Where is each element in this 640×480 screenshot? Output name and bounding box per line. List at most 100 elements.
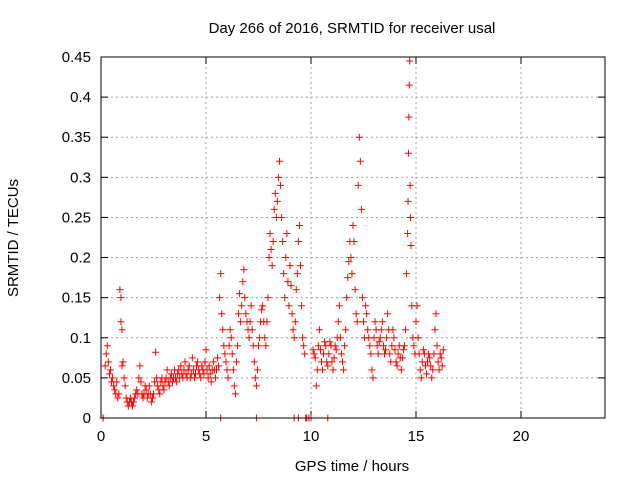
data-point (145, 382, 153, 390)
data-point (290, 334, 298, 342)
data-point (278, 213, 286, 221)
data-point (410, 342, 418, 350)
data-point (118, 326, 126, 334)
data-point (367, 350, 375, 358)
data-point (190, 374, 198, 382)
data-point (230, 382, 238, 390)
data-point (424, 358, 432, 366)
data-point (245, 334, 253, 342)
data-point (109, 374, 117, 382)
data-point (200, 370, 208, 378)
data-point (240, 266, 248, 274)
data-point (265, 254, 273, 262)
data-point (119, 358, 127, 366)
data-point (224, 374, 232, 382)
data-point (319, 366, 327, 374)
data-point (241, 294, 249, 302)
x-tick-label: 10 (303, 428, 320, 445)
data-point (316, 346, 324, 354)
data-point (393, 362, 401, 370)
data-point (133, 386, 141, 394)
x-tick-label: 5 (202, 428, 210, 445)
data-point (117, 318, 125, 326)
data-point (222, 358, 230, 366)
data-point (325, 350, 333, 358)
data-point (386, 350, 394, 358)
data-point (404, 197, 412, 205)
data-point (332, 346, 340, 354)
data-point (341, 342, 349, 350)
y-tick-label: 0.05 (62, 370, 91, 387)
data-point (435, 366, 443, 374)
data-point (331, 342, 339, 350)
data-point (376, 334, 384, 342)
data-point (270, 205, 278, 213)
x-tick-label: 20 (513, 428, 530, 445)
data-point (402, 326, 409, 334)
data-point (311, 354, 319, 362)
data-point (156, 390, 164, 398)
data-point (382, 346, 390, 354)
data-point (383, 334, 391, 342)
data-point (375, 338, 383, 346)
data-point (106, 366, 114, 374)
data-point (165, 382, 173, 390)
data-point (391, 346, 399, 354)
data-point (118, 362, 126, 370)
data-series (99, 57, 447, 422)
data-point (429, 366, 437, 374)
data-point (370, 334, 378, 342)
data-point (405, 81, 413, 89)
data-point (289, 326, 297, 334)
data-point (407, 213, 415, 221)
data-point (364, 326, 372, 334)
data-point (152, 348, 160, 356)
data-point (227, 334, 235, 342)
data-point (250, 358, 258, 366)
data-point (426, 354, 434, 362)
data-point (280, 270, 288, 278)
data-point (394, 350, 402, 358)
data-point (287, 282, 295, 290)
data-point (282, 254, 290, 262)
data-point (284, 278, 292, 286)
data-point (173, 378, 181, 386)
data-point (214, 354, 222, 362)
data-point (292, 286, 300, 294)
data-point (114, 394, 122, 402)
data-point (433, 342, 441, 350)
data-point (328, 358, 336, 366)
data-point (413, 302, 421, 310)
chart-title: Day 266 of 2016, SRMTID for receiver usa… (209, 20, 496, 37)
data-point (379, 342, 387, 350)
y-tick-label: 0.35 (62, 129, 91, 146)
data-point (207, 378, 215, 386)
data-point (202, 346, 210, 354)
data-point (160, 386, 168, 394)
data-point (130, 398, 138, 406)
data-point (239, 278, 247, 286)
data-point (366, 342, 374, 350)
data-point (438, 362, 446, 370)
data-point (188, 354, 196, 362)
grid-lines (101, 57, 605, 418)
data-point (231, 390, 239, 398)
data-point (185, 362, 193, 370)
data-point (204, 374, 212, 382)
data-point (350, 238, 358, 246)
data-point (121, 382, 129, 390)
data-point (342, 326, 350, 334)
data-point (281, 294, 289, 302)
data-point (295, 221, 303, 229)
data-point (111, 386, 119, 394)
data-point (271, 189, 279, 197)
data-point (101, 362, 109, 370)
data-point (285, 302, 293, 310)
data-point (309, 346, 317, 354)
data-point (198, 362, 206, 370)
data-point (430, 350, 438, 358)
data-point (299, 334, 307, 342)
data-point (268, 262, 276, 270)
data-point (301, 350, 309, 358)
y-tick-label: 0.1 (70, 330, 91, 347)
